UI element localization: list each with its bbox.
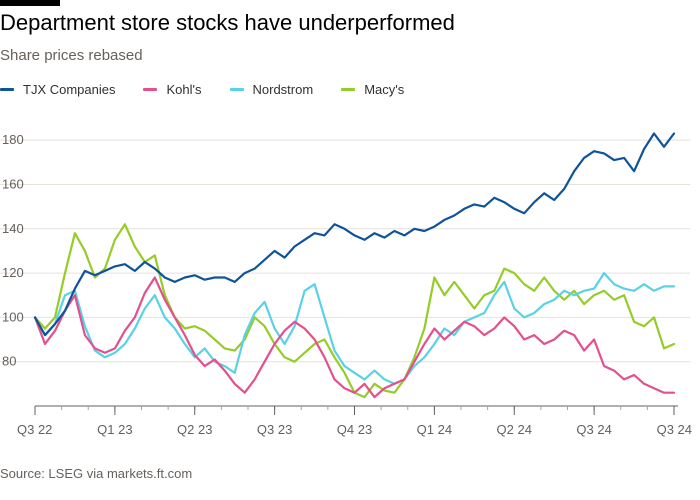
x-tick-label-0: Q3 22 (17, 422, 52, 437)
series-line-nordstrom (33, 272, 676, 385)
y-tick-label-80: 80 (2, 354, 16, 369)
legend-item-nordstrom: Nordstrom (229, 80, 314, 98)
legend-item-kohls: Kohl's (143, 80, 202, 98)
legend-label-kohls: Kohl's (166, 81, 202, 97)
brand-accent-bar (0, 0, 60, 6)
chart-legend: TJX Companies Kohl's Nordstrom Macy's (0, 80, 432, 98)
legend-swatch-nordstrom (229, 87, 244, 91)
x-tick-label-7: Q3 24 (576, 422, 611, 437)
legend-label-tjx: TJX Companies (23, 81, 116, 97)
legend-item-macys: Macy's (341, 80, 404, 98)
y-tick-label-140: 140 (2, 221, 24, 236)
legend-label-nordstrom: Nordstrom (252, 81, 314, 97)
source-note: Source: LSEG via markets.ft.com (0, 466, 193, 481)
y-tick-label-180: 180 (2, 132, 24, 147)
legend-label-macys: Macy's (364, 81, 405, 97)
line-chart: 80 100 120 140 160 180 Q3 22 Q1 23 Q2 23 Q3 23 Q4 … (0, 132, 692, 437)
x-tick-label-3: Q3 23 (257, 422, 292, 437)
series-line-macy-s (33, 223, 676, 399)
x-tick-label-6: Q2 24 (497, 422, 532, 437)
y-tick-label-160: 160 (2, 176, 24, 191)
legend-swatch-tjx (0, 87, 14, 91)
x-tick-label-4: Q4 23 (337, 422, 372, 437)
legend-item-tjx: TJX Companies (0, 80, 115, 98)
legend-swatch-kohls (143, 87, 158, 91)
x-tick-label-1: Q1 23 (97, 422, 132, 437)
series-line-tjx-companies (33, 132, 676, 337)
legend-swatch-macys (341, 87, 356, 91)
x-tick-label-8: Q3 24 (657, 422, 692, 437)
y-tick-label-120: 120 (2, 265, 24, 280)
x-tick-label-5: Q1 24 (417, 422, 452, 437)
chart-subtitle: Share prices rebased (0, 47, 143, 64)
y-tick-label-100: 100 (2, 309, 24, 324)
x-tick-label-2: Q2 23 (177, 422, 212, 437)
series-line-kohl-s (33, 276, 676, 399)
chart-title: Department store stocks have underperfor… (0, 10, 455, 35)
